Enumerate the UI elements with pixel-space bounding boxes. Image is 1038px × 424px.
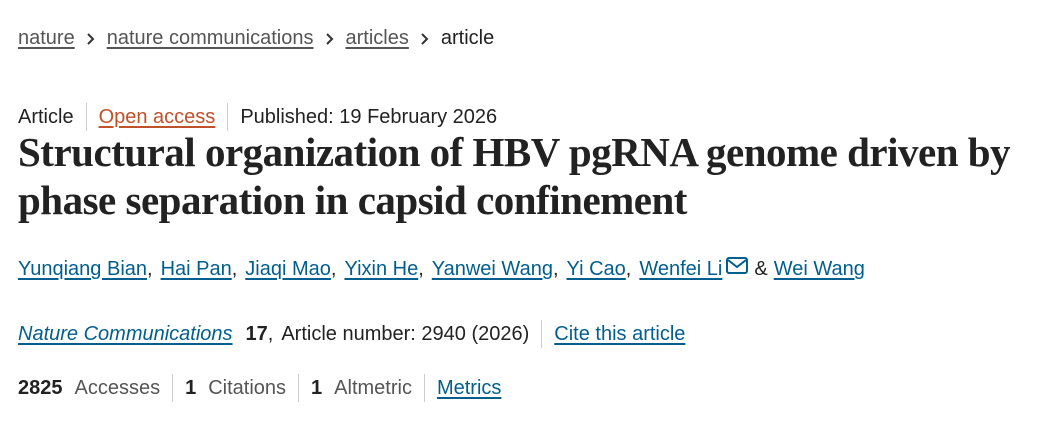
cite-link[interactable]: Cite this article <box>554 322 686 345</box>
chevron <box>421 32 429 45</box>
breadcrumb-link[interactable]: nature communications <box>106 27 314 49</box>
author-link[interactable]: Wei Wang <box>773 258 865 280</box>
author-link[interactable]: Hai Pan <box>160 258 232 280</box>
metric-label: Citations <box>208 376 287 399</box>
separator: , <box>267 322 274 345</box>
author-link[interactable]: Jiaqi Mao <box>245 258 331 280</box>
breadcrumb-link[interactable]: nature <box>18 27 75 49</box>
metric-count: 1 <box>311 376 323 399</box>
separator: , <box>625 258 632 280</box>
divider <box>541 320 543 348</box>
article-meta: Article Open access Published: 19 Februa… <box>18 103 497 131</box>
separator: , <box>418 258 424 280</box>
divider <box>227 103 229 131</box>
metric-label: Accesses <box>74 376 161 399</box>
separator: , <box>552 258 559 280</box>
conjunction: & <box>754 258 768 280</box>
open-access-link[interactable]: Open access <box>98 105 216 128</box>
volume: 17 <box>245 322 268 345</box>
author-list: Yunqiang Bian, Hai Pan, Jiaqi Mao, Yixin He… <box>18 256 865 281</box>
metric-label: Altmetric <box>334 376 412 399</box>
breadcrumb-current: article <box>440 27 495 49</box>
author-link[interactable]: Yanwei Wang <box>431 258 553 280</box>
article-title: Structural organization of HBV pgRNA gen… <box>18 129 1011 223</box>
divider <box>423 374 425 402</box>
author-link[interactable]: Yixin He <box>344 258 419 280</box>
metric-count: 1 <box>185 376 197 399</box>
author-link[interactable]: Wenfei Li <box>639 258 723 280</box>
article-type: Article <box>18 105 74 128</box>
separator: , <box>147 258 153 280</box>
citation-line: Nature Communications 17 , Article numbe… <box>18 320 685 348</box>
article-number: Article number: 2940 (2026) <box>281 322 530 345</box>
divider <box>85 103 87 131</box>
breadcrumbs: nature nature communications articles ar… <box>18 27 494 50</box>
separator: , <box>231 258 238 280</box>
journal-link[interactable]: Nature Communications <box>18 322 233 345</box>
breadcrumb-link[interactable]: articles <box>345 27 409 49</box>
author-link[interactable]: Yi Cao <box>566 258 626 280</box>
email-icon[interactable] <box>726 256 749 275</box>
divider <box>298 374 300 402</box>
divider <box>172 374 174 402</box>
separator: , <box>330 258 337 280</box>
metric-count: 2825 <box>18 376 63 399</box>
author-link[interactable]: Yunqiang Bian <box>18 258 148 280</box>
chevron <box>87 32 95 45</box>
metrics-bar: 2825 Accesses 1 Citations 1 Altmetric Metrics <box>18 374 501 402</box>
metrics-link[interactable]: Metrics <box>436 376 502 399</box>
chevron <box>325 32 333 45</box>
published-date: Published: 19 February 2026 <box>240 105 498 128</box>
